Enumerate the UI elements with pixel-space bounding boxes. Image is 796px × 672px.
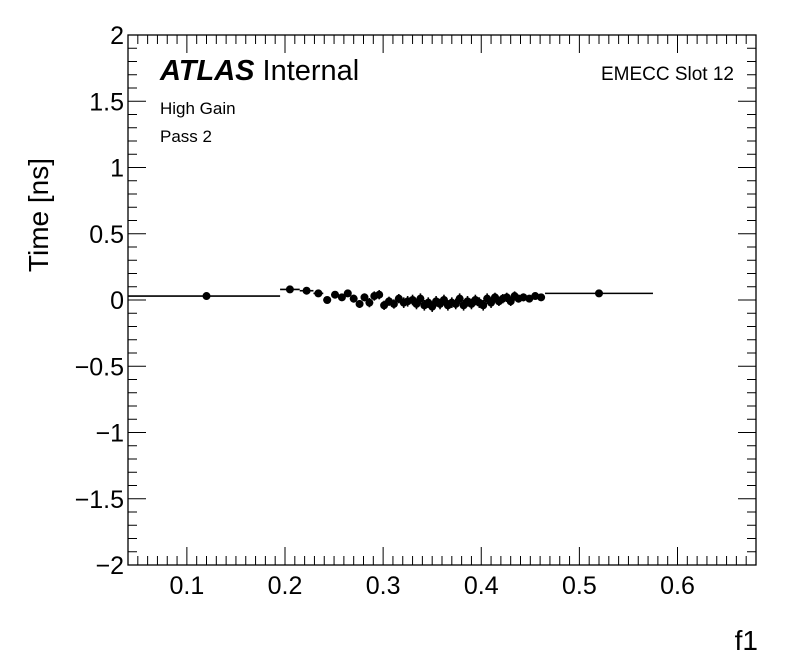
x-tick-label: 0.4 [464, 572, 499, 600]
pass-label: Pass 2 [160, 127, 212, 146]
y-tick-labels: −2 −1.5 −1 −0.5 0 0.5 1 1.5 2 [75, 22, 124, 580]
data-series [128, 285, 653, 312]
data-point [337, 293, 346, 302]
data-point [455, 293, 464, 304]
data-marker [375, 290, 384, 299]
y-tick-label: 0 [110, 287, 124, 315]
x-tick-label: 0.1 [169, 572, 204, 600]
data-marker [302, 286, 311, 295]
data-marker [455, 294, 464, 303]
data-point [365, 298, 374, 308]
atlas-experiment: ATLAS [159, 55, 255, 87]
data-marker [355, 299, 364, 308]
data-point [313, 289, 324, 298]
x-tick-label: 0.3 [366, 572, 401, 600]
data-point [323, 296, 332, 304]
data-point [537, 293, 546, 302]
x-minor-ticks [127, 35, 757, 565]
data-point [355, 299, 364, 308]
y-tick-label: 1 [110, 155, 124, 183]
data-point [128, 292, 281, 301]
data-marker [365, 298, 374, 307]
atlas-label: ATLAS Internal [159, 55, 359, 87]
plot-frame [127, 34, 757, 566]
data-point [479, 300, 488, 311]
x-tick-labels: 0.1 0.2 0.3 0.4 0.5 0.6 [169, 572, 694, 600]
data-point [360, 293, 369, 302]
y-axis-title: Time [ns] [23, 158, 54, 272]
data-point [389, 299, 398, 309]
y-tick-label: −2 [95, 552, 124, 580]
data-marker [360, 293, 369, 302]
data-point [545, 289, 653, 298]
data-point [416, 293, 425, 304]
data-point [343, 289, 352, 298]
data-marker [314, 289, 323, 298]
data-marker [343, 289, 352, 298]
x-major-ticks [186, 35, 678, 565]
y-tick-label: 2 [110, 22, 124, 50]
data-point [299, 286, 314, 295]
x-axis-title: f1 [735, 625, 758, 656]
data-marker [285, 285, 294, 294]
y-tick-label: 0.5 [89, 221, 124, 249]
y-minor-ticks [128, 47, 756, 553]
data-marker [323, 296, 332, 304]
data-marker [331, 290, 340, 299]
data-marker [202, 292, 211, 301]
data-point [349, 294, 358, 303]
atlas-status: Internal [263, 55, 360, 87]
data-marker [416, 294, 425, 303]
y-tick-label: 1.5 [89, 88, 124, 116]
x-tick-label: 0.2 [268, 572, 303, 600]
x-tick-label: 0.6 [660, 572, 695, 600]
data-point [280, 285, 300, 294]
data-marker [537, 293, 546, 302]
gain-label: High Gain [160, 99, 236, 118]
data-point [375, 290, 384, 300]
data-marker [389, 299, 398, 308]
y-tick-label: −0.5 [75, 353, 124, 381]
y-tick-label: −1.5 [75, 486, 124, 514]
data-point [331, 290, 340, 299]
y-tick-label: −1 [95, 420, 124, 448]
data-marker [337, 293, 346, 302]
data-marker [595, 289, 603, 298]
x-tick-label: 0.5 [562, 572, 597, 600]
slot-label: EMECC Slot 12 [601, 64, 734, 85]
data-marker [479, 301, 488, 310]
data-marker [349, 294, 358, 303]
